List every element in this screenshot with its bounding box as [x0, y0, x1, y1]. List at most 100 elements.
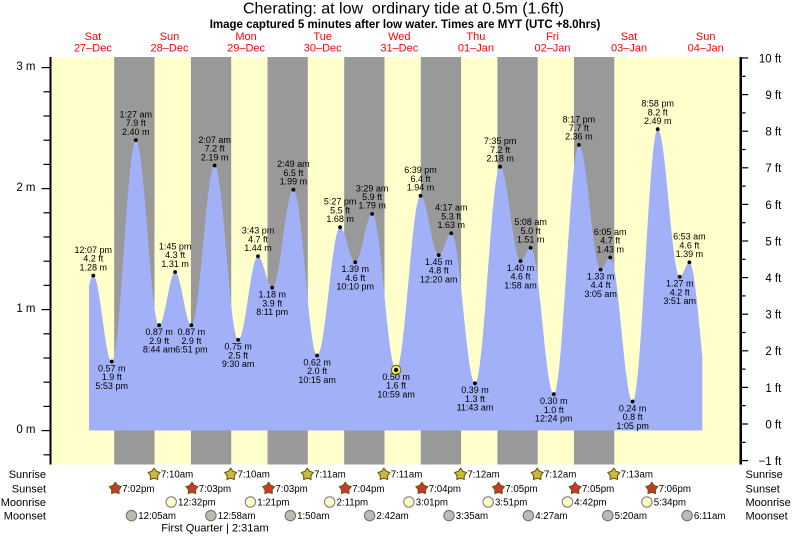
svg-text:6:53 am: 6:53 am [673, 232, 706, 242]
svg-text:Fri: Fri [546, 31, 559, 43]
svg-text:Cherating: at low ordinary ti: Cherating: at low ordinary tide at 0.5m … [243, 1, 564, 18]
svg-text:0.30 m: 0.30 m [540, 396, 568, 406]
svg-text:4:27am: 4:27am [535, 511, 567, 522]
svg-text:1.0 ft: 1.0 ft [544, 405, 565, 415]
svg-text:2.9 ft: 2.9 ft [181, 336, 202, 346]
svg-text:Sun: Sun [160, 31, 180, 43]
svg-text:7.2 ft: 7.2 ft [205, 144, 226, 154]
svg-text:4:17 am: 4:17 am [435, 203, 468, 213]
svg-text:31–Dec: 31–Dec [380, 43, 418, 55]
svg-text:5.9 ft: 5.9 ft [362, 192, 383, 202]
svg-text:3:01pm: 3:01pm [416, 497, 448, 508]
svg-text:5:53 pm: 5:53 pm [95, 381, 128, 391]
svg-text:Moonset: Moonset [746, 510, 788, 522]
svg-text:9:30 am: 9:30 am [222, 359, 255, 369]
svg-text:Tue: Tue [313, 31, 332, 43]
svg-text:12:05am: 12:05am [138, 511, 176, 522]
svg-text:0.24 m: 0.24 m [619, 403, 647, 413]
svg-text:3 m: 3 m [16, 61, 35, 73]
svg-text:4 ft: 4 ft [765, 273, 782, 285]
svg-text:1 ft: 1 ft [765, 383, 782, 395]
svg-text:3:51pm: 3:51pm [495, 497, 527, 508]
svg-text:1:27 am: 1:27 am [120, 110, 153, 120]
svg-text:12:24 pm: 12:24 pm [535, 414, 573, 424]
svg-text:1.99 m: 1.99 m [280, 177, 308, 187]
svg-text:3 ft: 3 ft [765, 310, 782, 322]
svg-text:2:11pm: 2:11pm [337, 497, 369, 508]
svg-text:3:51 am: 3:51 am [663, 296, 696, 306]
svg-text:3:35am: 3:35am [456, 511, 488, 522]
svg-text:12:20 am: 12:20 am [420, 274, 458, 284]
svg-text:3:29 am: 3:29 am [356, 183, 389, 193]
svg-text:7:04pm: 7:04pm [429, 484, 461, 495]
svg-text:−1 ft: −1 ft [759, 456, 783, 468]
svg-text:7:10am: 7:10am [238, 470, 270, 481]
svg-text:2.40 m: 2.40 m [122, 127, 150, 137]
svg-text:8:17 pm: 8:17 pm [563, 114, 596, 124]
svg-text:0.39 m: 0.39 m [461, 385, 489, 395]
svg-text:4.2 ft: 4.2 ft [670, 287, 691, 297]
svg-text:1.18 m: 1.18 m [258, 290, 286, 300]
svg-text:Sunset: Sunset [12, 483, 46, 495]
svg-text:01–Jan: 01–Jan [458, 43, 494, 55]
svg-text:4.7 ft: 4.7 ft [600, 236, 621, 246]
svg-text:6:51 pm: 6:51 pm [175, 345, 208, 355]
svg-text:11:43 am: 11:43 am [457, 403, 494, 413]
svg-text:Mon: Mon [235, 31, 256, 43]
svg-text:3:43 pm: 3:43 pm [242, 226, 275, 236]
svg-text:27–Dec: 27–Dec [74, 43, 112, 55]
svg-text:1.33 m: 1.33 m [587, 272, 615, 282]
svg-text:3:05 am: 3:05 am [584, 289, 617, 299]
svg-text:1.68 m: 1.68 m [326, 214, 354, 224]
svg-text:7.9 ft: 7.9 ft [126, 118, 147, 128]
svg-text:5:08 am: 5:08 am [514, 217, 547, 227]
svg-text:6.4 ft: 6.4 ft [410, 174, 431, 184]
svg-text:2:07 am: 2:07 am [198, 135, 231, 145]
svg-text:5 ft: 5 ft [765, 236, 782, 248]
svg-text:5:20am: 5:20am [615, 511, 647, 522]
svg-text:2.0 ft: 2.0 ft [307, 366, 328, 376]
svg-text:5:27 pm: 5:27 pm [324, 197, 357, 207]
svg-text:4.6 ft: 4.6 ft [510, 272, 531, 282]
svg-text:Image captured 5 minutes after: Image captured 5 minutes after low water… [210, 19, 601, 31]
svg-text:Sat: Sat [85, 31, 102, 43]
svg-text:7:05pm: 7:05pm [582, 484, 614, 495]
svg-text:6:11am: 6:11am [694, 511, 726, 522]
svg-text:30–Dec: 30–Dec [304, 43, 342, 55]
svg-text:1.45 m: 1.45 m [425, 257, 453, 267]
svg-text:2:49 am: 2:49 am [277, 159, 310, 169]
svg-text:1:45 pm: 1:45 pm [159, 241, 192, 251]
svg-text:9 ft: 9 ft [765, 90, 782, 102]
svg-text:0.62 m: 0.62 m [303, 357, 331, 367]
svg-text:1.51 m: 1.51 m [517, 235, 545, 245]
svg-text:1:50am: 1:50am [297, 511, 329, 522]
svg-text:0.8 ft: 0.8 ft [623, 412, 644, 422]
svg-text:Sunrise: Sunrise [746, 469, 783, 481]
svg-text:7:02pm: 7:02pm [122, 484, 154, 495]
svg-text:4.4 ft: 4.4 ft [591, 280, 612, 290]
svg-text:1.43 m: 1.43 m [596, 244, 624, 254]
svg-text:5:34pm: 5:34pm [654, 497, 686, 508]
svg-text:4.8 ft: 4.8 ft [429, 266, 450, 276]
svg-text:4.2 ft: 4.2 ft [83, 254, 104, 264]
svg-text:1.31 m: 1.31 m [161, 259, 189, 269]
svg-text:4.6 ft: 4.6 ft [679, 240, 700, 250]
svg-text:10 ft: 10 ft [759, 53, 782, 65]
svg-text:1:58 am: 1:58 am [504, 280, 537, 290]
svg-text:1 m: 1 m [16, 303, 35, 315]
svg-text:1.40 m: 1.40 m [507, 263, 535, 273]
svg-text:2.49 m: 2.49 m [644, 116, 672, 126]
svg-text:5.5 ft: 5.5 ft [330, 205, 351, 215]
svg-text:1.3 ft: 1.3 ft [465, 394, 486, 404]
svg-text:0.87 m: 0.87 m [145, 327, 173, 337]
svg-text:7:03pm: 7:03pm [275, 484, 307, 495]
svg-text:2 ft: 2 ft [765, 346, 782, 358]
svg-text:5.0 ft: 5.0 ft [521, 226, 542, 236]
svg-text:1.39 m: 1.39 m [676, 249, 704, 259]
svg-text:7:13am: 7:13am [621, 470, 653, 481]
svg-text:7.7 ft: 7.7 ft [569, 123, 590, 133]
svg-text:2.19 m: 2.19 m [201, 152, 229, 162]
svg-text:10:59 am: 10:59 am [377, 389, 415, 399]
svg-text:7:12am: 7:12am [467, 470, 499, 481]
svg-text:7:12am: 7:12am [544, 470, 576, 481]
